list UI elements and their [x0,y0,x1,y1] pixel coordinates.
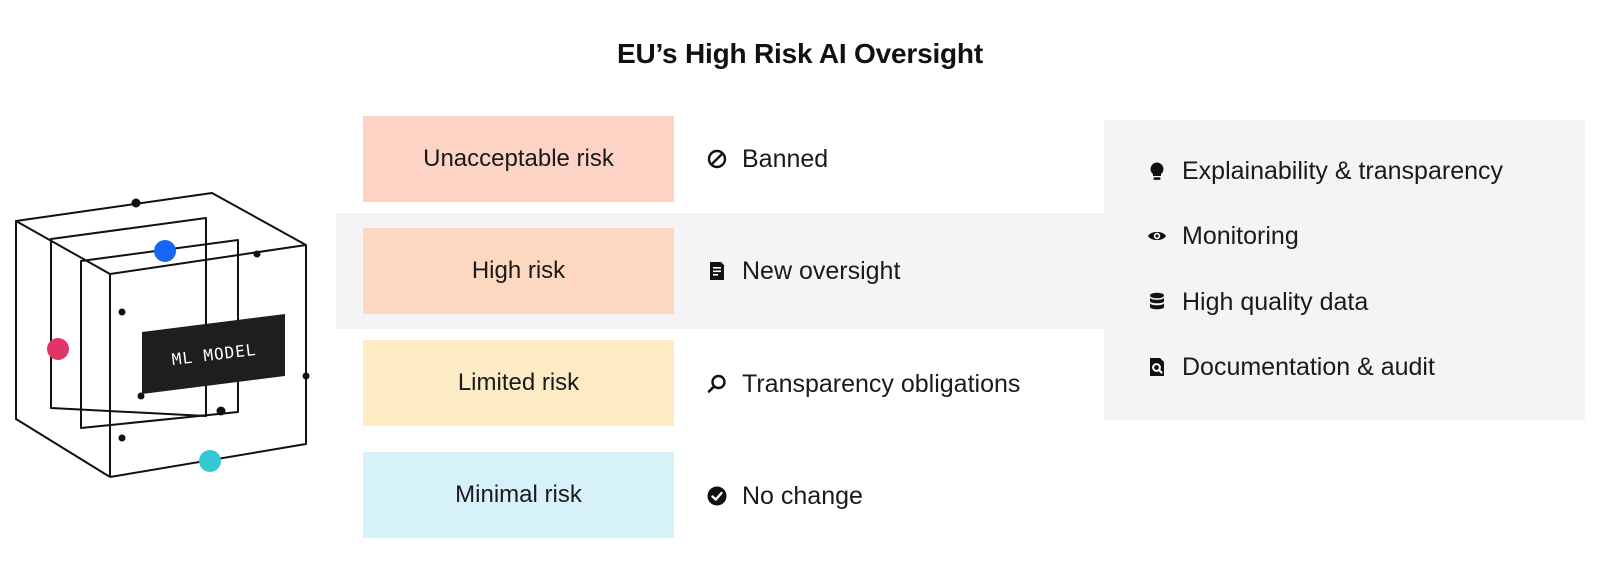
requirement-label: Explainability & transparency [1182,156,1503,185]
outcome-new-oversight: New oversight [706,256,900,286]
cyan-node-dot [199,450,221,472]
blue-node-dot [154,240,176,262]
database-icon [1146,291,1168,313]
requirement-label: Documentation & audit [1182,352,1435,381]
document-search-icon [1146,356,1168,378]
ml-model-cube-illustration: ML MODEL [15,192,310,478]
outcome-transparency-obligations: Transparency obligations [706,369,1020,399]
outcome-no-change: No change [706,481,863,511]
check-circle-icon [706,485,728,507]
lightbulb-icon [1146,160,1168,182]
requirement-high-quality-data: High quality data [1146,287,1368,317]
document-icon [706,260,728,282]
page-title: EU’s High Risk AI Oversight [617,38,983,69]
search-icon [706,373,728,395]
requirement-label: Monitoring [1182,221,1299,250]
requirements-panel [1104,120,1585,420]
outcome-label: Transparency obligations [742,369,1021,398]
requirement-label: High quality data [1182,287,1369,316]
ban-icon [706,148,728,170]
eye-icon [1146,225,1168,247]
requirement-monitoring: Monitoring [1146,221,1299,251]
tier-minimal-risk: Minimal risk [363,452,674,538]
outcome-label: New oversight [742,256,901,285]
tier-unacceptable-risk: Unacceptable risk [363,116,674,202]
requirement-documentation-audit: Documentation & audit [1146,352,1435,382]
requirement-explainability: Explainability & transparency [1146,156,1503,186]
pink-node-dot [47,338,69,360]
outcome-label: Banned [742,144,829,173]
ml-model-label-box: ML MODEL [142,314,285,394]
tier-limited-risk: Limited risk [363,340,674,426]
tier-high-risk: High risk [363,228,674,314]
outcome-label: No change [742,481,863,510]
outcome-banned: Banned [706,144,828,174]
